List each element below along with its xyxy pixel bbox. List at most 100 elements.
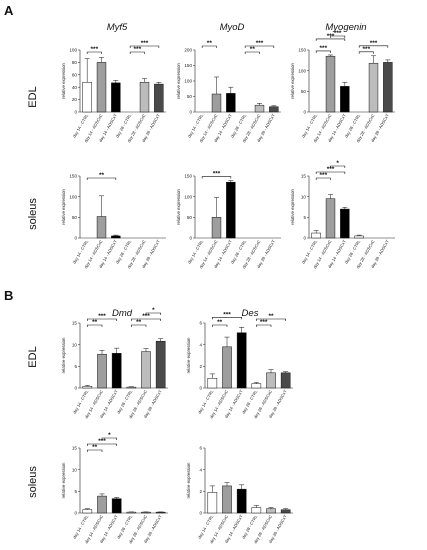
bar — [354, 235, 364, 239]
significance-label: *** — [134, 46, 142, 53]
significance-label: *** — [320, 172, 328, 179]
significance-label: *** — [213, 171, 221, 178]
bar — [111, 353, 122, 389]
bar — [96, 62, 107, 113]
significance-bracket — [330, 35, 346, 38]
significance-bracket — [87, 449, 103, 452]
bar — [222, 346, 232, 389]
significance-label: *** — [98, 438, 106, 445]
bar — [251, 507, 262, 514]
bar — [126, 386, 137, 389]
significance-bracket — [244, 45, 275, 48]
significance-label: ** — [92, 319, 98, 326]
significance-bracket — [358, 45, 389, 48]
significance-bracket — [87, 324, 103, 327]
y-tick-label: 10 — [72, 467, 78, 472]
bar — [368, 62, 379, 113]
y-tick-label: 0 — [74, 110, 77, 115]
significance-label: *** — [98, 313, 106, 320]
significance-bracket — [86, 177, 117, 180]
bar — [311, 232, 321, 239]
bar — [111, 82, 121, 113]
y-axis-label: relative expression — [61, 188, 66, 224]
y-axis-label: relative expression — [290, 188, 295, 224]
bar — [254, 104, 265, 113]
bar — [96, 216, 107, 239]
significance-bracket — [244, 51, 260, 54]
bar — [207, 492, 218, 514]
significance-label: *** — [327, 33, 335, 40]
y-axis-label: relative expression — [186, 337, 191, 373]
y-tick-label: 10 — [301, 194, 307, 199]
y-tick-label: 0 — [189, 110, 192, 115]
bar — [211, 93, 222, 113]
y-axis-label: relative expression — [61, 337, 66, 373]
y-tick-label: 150 — [69, 174, 77, 179]
significance-label: *** — [141, 40, 149, 47]
y-tick-label: 10 — [72, 342, 78, 347]
significance-bracket — [212, 317, 242, 320]
significance-bracket — [131, 324, 147, 327]
significance-bracket — [101, 437, 117, 440]
significance-bracket — [212, 324, 228, 327]
y-tick-label: 50 — [187, 215, 193, 220]
bar — [269, 106, 279, 113]
significance-label: ** — [99, 172, 105, 179]
significance-label: ** — [268, 313, 274, 320]
bar — [126, 511, 137, 514]
y-tick-label: 0 — [74, 511, 77, 516]
significance-label: *** — [91, 46, 99, 53]
gene-title-dmd: Dmd — [112, 308, 133, 319]
significance-label: * — [336, 160, 339, 167]
y-tick-label: 200 — [184, 48, 192, 53]
y-axis-label: relative expression — [186, 462, 191, 498]
y-tick-label: 0 — [199, 511, 202, 516]
y-tick-label: 2 — [199, 489, 202, 494]
significance-label: *** — [370, 40, 378, 47]
significance-bracket — [87, 318, 117, 321]
bar — [141, 351, 151, 389]
panel-letter-b: B — [4, 288, 13, 303]
bar — [340, 86, 350, 113]
row-label-edl-a: EDL — [27, 86, 39, 107]
y-tick-label: 4 — [199, 342, 202, 347]
bar — [251, 383, 262, 389]
significance-bracket — [315, 38, 346, 41]
y-tick-label: 80 — [72, 60, 78, 65]
y-tick-label: 50 — [72, 215, 78, 220]
bar — [266, 372, 276, 389]
bar — [280, 372, 291, 389]
row-label-soleus-a: soleus — [27, 198, 39, 230]
y-tick-label: 50 — [187, 94, 193, 99]
bar — [155, 340, 166, 389]
y-tick-label: 15 — [72, 321, 78, 326]
y-axis-label: relative expression — [176, 188, 181, 224]
significance-bracket — [87, 443, 117, 446]
y-tick-label: 15 — [72, 446, 78, 451]
bar — [325, 198, 336, 239]
significance-label: *** — [320, 45, 328, 52]
y-axis-label: relative expression — [290, 62, 295, 98]
significance-bracket — [358, 51, 374, 54]
y-tick-label: 100 — [184, 79, 192, 84]
significance-label: *** — [223, 312, 231, 319]
bar — [82, 386, 93, 389]
bar — [111, 498, 122, 514]
significance-bracket — [330, 165, 346, 168]
significance-label: * — [152, 307, 155, 314]
y-tick-label: 0 — [74, 236, 77, 241]
y-tick-label: 20 — [72, 97, 78, 102]
y-tick-label: 5 — [303, 215, 306, 220]
row-label-edl-b: EDL — [27, 346, 39, 367]
significance-bracket — [315, 50, 331, 53]
bar — [325, 55, 336, 113]
y-tick-label: 60 — [72, 72, 78, 77]
significance-label: ** — [207, 40, 213, 47]
bar — [141, 511, 151, 514]
significance-bracket — [129, 45, 160, 48]
